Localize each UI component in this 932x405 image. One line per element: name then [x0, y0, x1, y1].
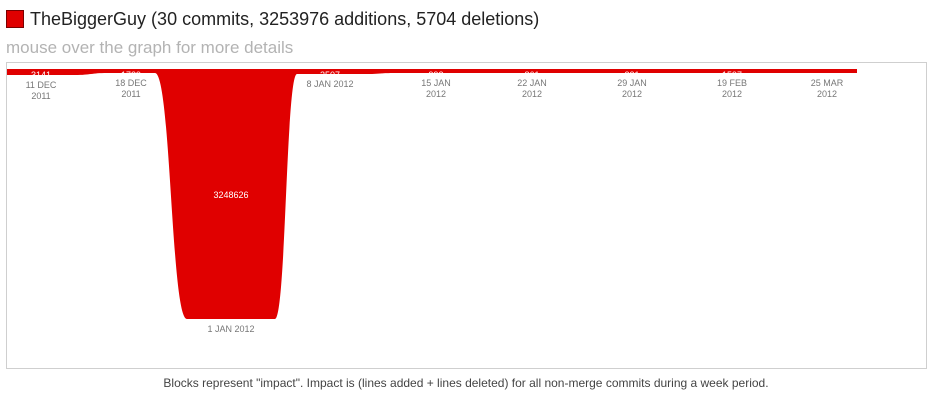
- week-date-label: 2011: [121, 89, 140, 99]
- impact-chart[interactable]: 3141 11 DEC 2011 1729 18 DEC 2011 3248626 1 JAN…: [6, 62, 927, 369]
- week-date-label: 2012: [817, 89, 837, 99]
- week-date-label: 8 JAN 2012: [306, 79, 353, 89]
- week-date-label: 2012: [722, 89, 742, 99]
- impact-stream-area[interactable]: [7, 69, 857, 319]
- week-date-label: 29 JAN: [617, 78, 647, 88]
- impact-value-label: 1597: [722, 70, 742, 80]
- week-date-label: 2011: [31, 91, 50, 101]
- week-date-label: 22 JAN: [517, 78, 547, 88]
- week-date-label: 2012: [426, 89, 446, 99]
- impact-value-label: 3141: [31, 70, 51, 80]
- week-date-label: 2012: [622, 89, 642, 99]
- week-date-label: 15 JAN: [421, 78, 451, 88]
- header: TheBiggerGuy (30 commits, 3253976 additi…: [6, 6, 539, 32]
- impact-value-label: 3248626: [213, 190, 248, 200]
- impact-value-label: 992: [428, 70, 443, 80]
- week-date-label: 25 MAR: [811, 78, 844, 88]
- impact-value-label: 2507: [320, 70, 340, 80]
- impact-value-label: 861: [524, 70, 539, 80]
- impact-value-label: 221: [624, 70, 639, 80]
- week-date-label: 19 FEB: [717, 78, 747, 88]
- week-date-label: 1 JAN 2012: [207, 324, 254, 334]
- author-color-swatch: [6, 10, 24, 28]
- chart-footnote: Blocks represent "impact". Impact is (li…: [163, 376, 769, 390]
- hint-text: mouse over the graph for more details: [6, 38, 294, 57]
- week-date-label: 18 DEC: [115, 78, 147, 88]
- week-date-label: 2012: [522, 89, 542, 99]
- author-title: TheBiggerGuy (30 commits, 3253976 additi…: [30, 8, 540, 29]
- week-date-label: 11 DEC: [26, 80, 57, 90]
- impact-value-label: 1729: [121, 70, 141, 80]
